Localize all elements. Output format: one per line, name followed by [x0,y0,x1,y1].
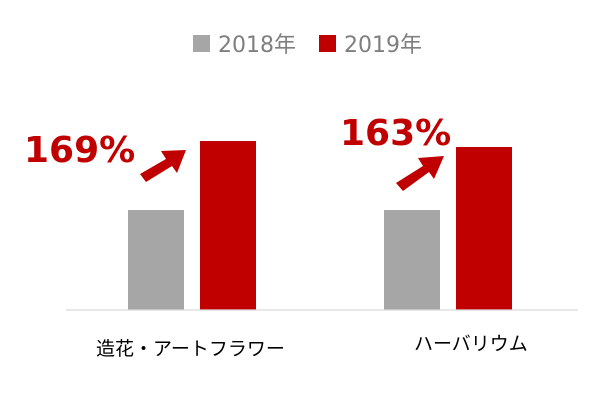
legend-swatch-2018 [193,35,210,52]
category-label-artificial-flowers: 造花・アートフラワー [96,338,285,360]
legend-swatch-2019 [319,35,336,52]
legend-label-2019: 2019年 [344,33,422,58]
bar-artificial-flowers-2019 [200,141,256,310]
growth-arrows [140,150,444,191]
legend: 2018年 2019年 [193,33,422,58]
growth-label-herbarium: 163% [340,113,451,154]
bars [128,141,512,310]
legend-label-2018: 2018年 [218,33,296,58]
growth-arrow-icon [140,150,186,182]
growth-label-artificial-flowers: 169% [24,130,135,171]
bar-artificial-flowers-2018 [128,210,184,310]
bar-herbarium-2019 [456,147,512,310]
growth-arrow-icon [396,156,444,191]
category-label-herbarium: ハーバリウム [414,333,528,355]
bar-herbarium-2018 [384,210,440,310]
